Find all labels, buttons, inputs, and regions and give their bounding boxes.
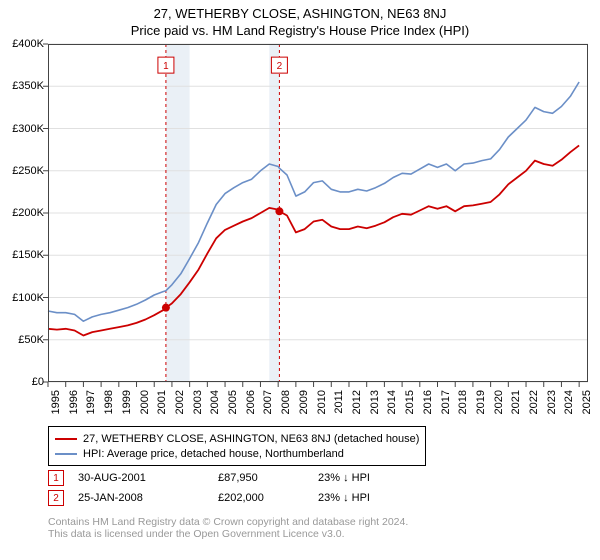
y-axis-tick-label: £200K [12, 207, 48, 219]
x-axis-tick-label: 2013 [369, 382, 381, 414]
x-axis-tick-label: 2012 [351, 382, 363, 414]
transaction-pct-vs-hpi: 23% ↓ HPI [318, 472, 418, 484]
legend-label: HPI: Average price, detached house, Nort… [83, 448, 344, 460]
x-axis-tick-label: 2016 [422, 382, 434, 414]
x-axis-tick-label: 2019 [475, 382, 487, 414]
transaction-price: £87,950 [218, 472, 318, 484]
x-axis-tick-label: 2021 [510, 382, 522, 414]
svg-text:1: 1 [163, 61, 169, 72]
x-axis-tick-label: 2023 [546, 382, 558, 414]
x-axis-tick-label: 1996 [68, 382, 80, 414]
footer-line-2: This data is licensed under the Open Gov… [48, 528, 408, 540]
x-axis-tick-label: 2002 [174, 382, 186, 414]
x-axis-tick-label: 2004 [209, 382, 221, 414]
chart-plot: 12 £0£50K£100K£150K£200K£250K£300K£350K£… [48, 44, 588, 382]
transaction-price: £202,000 [218, 492, 318, 504]
x-axis-tick-label: 1998 [103, 382, 115, 414]
legend-item: 27, WETHERBY CLOSE, ASHINGTON, NE63 8NJ … [55, 431, 419, 446]
x-axis-tick-label: 2014 [386, 382, 398, 414]
transaction-row: 2 25-JAN-2008£202,00023% ↓ HPI [48, 488, 418, 508]
y-axis-tick-label: £350K [12, 80, 48, 92]
transaction-date: 30-AUG-2001 [78, 472, 218, 484]
y-axis-tick-label: £100K [12, 292, 48, 304]
chart-subtitle: Price paid vs. HM Land Registry's House … [0, 21, 600, 38]
transaction-pct-vs-hpi: 23% ↓ HPI [318, 492, 418, 504]
transaction-marker: 1 [48, 470, 64, 486]
y-axis-tick-label: £50K [18, 334, 48, 346]
transaction-table: 1 30-AUG-2001£87,95023% ↓ HPI 2 25-JAN-2008… [48, 468, 418, 508]
x-axis-tick-label: 2003 [192, 382, 204, 414]
chart-title: 27, WETHERBY CLOSE, ASHINGTON, NE63 8NJ [0, 0, 600, 21]
legend-label: 27, WETHERBY CLOSE, ASHINGTON, NE63 8NJ … [83, 433, 419, 445]
x-axis-tick-label: 2010 [316, 382, 328, 414]
x-axis-tick-label: 2001 [156, 382, 168, 414]
y-axis-tick-label: £300K [12, 123, 48, 135]
x-axis-tick-label: 2015 [404, 382, 416, 414]
x-axis-tick-label: 1997 [85, 382, 97, 414]
x-axis-tick-label: 2008 [280, 382, 292, 414]
x-axis-tick-label: 2020 [493, 382, 505, 414]
x-axis-tick-label: 2017 [440, 382, 452, 414]
transaction-marker: 2 [48, 490, 64, 506]
x-axis-tick-label: 1999 [121, 382, 133, 414]
transaction-date: 25-JAN-2008 [78, 492, 218, 504]
x-axis-tick-label: 2018 [457, 382, 469, 414]
x-axis-tick-label: 2009 [298, 382, 310, 414]
y-axis-tick-label: £0 [32, 376, 48, 388]
x-axis-tick-label: 2006 [245, 382, 257, 414]
y-axis-tick-label: £150K [12, 249, 48, 261]
x-axis-tick-label: 2025 [581, 382, 593, 414]
attribution-footer: Contains HM Land Registry data © Crown c… [48, 516, 408, 540]
x-axis-tick-label: 2000 [139, 382, 151, 414]
x-axis-tick-label: 2022 [528, 382, 540, 414]
y-axis-tick-label: £250K [12, 165, 48, 177]
legend-item: HPI: Average price, detached house, Nort… [55, 446, 419, 461]
footer-line-1: Contains HM Land Registry data © Crown c… [48, 516, 408, 528]
chart-legend: 27, WETHERBY CLOSE, ASHINGTON, NE63 8NJ … [48, 426, 426, 466]
x-axis-tick-label: 1995 [50, 382, 62, 414]
legend-swatch [55, 438, 77, 440]
y-axis-tick-label: £400K [12, 38, 48, 50]
svg-text:2: 2 [277, 61, 283, 72]
transaction-row: 1 30-AUG-2001£87,95023% ↓ HPI [48, 468, 418, 488]
x-axis-tick-label: 2011 [333, 382, 345, 414]
legend-swatch [55, 453, 77, 455]
x-axis-tick-label: 2005 [227, 382, 239, 414]
x-axis-tick-label: 2007 [262, 382, 274, 414]
x-axis-tick-label: 2024 [563, 382, 575, 414]
